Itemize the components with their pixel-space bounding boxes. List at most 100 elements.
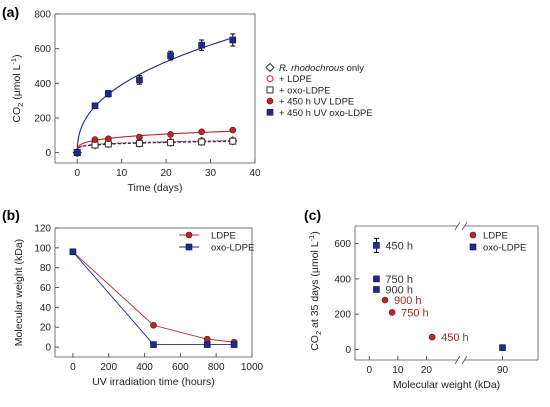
- panel-c-point: [428, 333, 436, 341]
- panel-a-fit--450-h-uv-oxo-ldpe: [76, 37, 233, 153]
- panel-a-point: [167, 52, 174, 59]
- panel-b-point: [69, 248, 77, 256]
- panel-b-point: [150, 321, 157, 329]
- panel-c-xtick-label: 0: [367, 365, 373, 376]
- panel-a-legend-label: + LDPE: [279, 74, 312, 85]
- panel-c-point: [388, 309, 396, 316]
- panel-a-point: [73, 149, 81, 156]
- panel-c-xlabel: Molecular weight (kDa): [393, 379, 500, 391]
- panel-c-ytick-label: 0: [345, 345, 351, 356]
- panel-b-ytick-label: 100: [34, 243, 51, 254]
- panel-c-xtick-label: 90: [497, 365, 509, 376]
- panel-a-ytick-label: 200: [34, 113, 51, 124]
- panel-c-break-mark: [461, 221, 468, 231]
- panel-b-ytick-label: 20: [40, 323, 52, 334]
- panel-b-ylabel: Molecular weight (kDa): [13, 239, 25, 346]
- panel-a-xtick-label: 40: [249, 168, 261, 179]
- panel-a-ytick-label: 600: [34, 44, 51, 55]
- panel-b-xtick-label: 400: [136, 362, 153, 373]
- panel-a-point: [167, 139, 175, 147]
- panel-a-point: [105, 90, 112, 97]
- panel-b-xtick-label: 200: [100, 362, 117, 373]
- panel-b-line-oxo-ldpe: [72, 251, 235, 346]
- panel-a-point: [229, 126, 237, 134]
- panel-b-ytick-label: 80: [40, 263, 52, 274]
- panel-a-point: [135, 139, 143, 147]
- panel-a-ytick-label: 800: [34, 10, 51, 21]
- panel-b-xtick-label: 0: [70, 362, 76, 373]
- panel-c-point: [499, 344, 506, 351]
- panel-b-point: [150, 341, 157, 348]
- panel-a-legend-marker: [266, 109, 274, 116]
- panel-a-point: [105, 135, 112, 143]
- panel-a-xlabel: Time (days): [127, 182, 182, 194]
- panel-a-legend-marker: [266, 75, 274, 83]
- panel-b-ytick-label: 120: [34, 224, 51, 235]
- panel-b-point: [203, 335, 211, 343]
- panel-c-point-label: 450 h: [441, 332, 469, 344]
- panel-c-point: [373, 242, 380, 249]
- panel-b-line-ldpe: [72, 251, 235, 343]
- panel-a-legend-marker: [266, 97, 274, 105]
- panel-c-point: [373, 275, 380, 283]
- panel-a-point: [136, 133, 143, 141]
- panel-c-point-label: 900 h: [385, 284, 413, 296]
- panel-c-ytick-label: 200: [334, 310, 351, 321]
- panel-a-point: [136, 76, 143, 84]
- panel-c: (c) 0 10 20 90 0 200 400 600 Molecular weight (kD…: [304, 207, 539, 391]
- panel-a-point: [198, 138, 206, 146]
- panel-c-point: [381, 296, 389, 304]
- panel-a-xtick-label: 20: [161, 168, 173, 179]
- panel-a-xtick-label: 0: [74, 168, 80, 179]
- panel-a-point: [198, 41, 205, 49]
- panel-a-legend-label: + oxo-LDPE: [279, 85, 331, 96]
- panel-b-ytick-label: 60: [40, 283, 52, 294]
- panel-a-ytick-label: 0: [45, 148, 51, 159]
- panel-a-legend-marker: [266, 86, 274, 94]
- panel-b-legend-label: LDPE: [211, 231, 236, 242]
- panel-a-fit--oxo-ldpe: [76, 140, 232, 153]
- panel-a-point: [198, 128, 205, 136]
- panel-b-xtick-label: 800: [208, 362, 225, 373]
- panel-c-break-mark: [461, 355, 468, 365]
- panel-a-point: [229, 36, 237, 44]
- panel-b-ytick-label: 40: [40, 303, 52, 314]
- panel-a-point: [167, 131, 174, 138]
- panel-c-xtick-label: 20: [421, 365, 433, 376]
- panel-c-break-mark: [454, 221, 461, 231]
- panel-c-point-label: 750 h: [401, 307, 429, 319]
- panel-b-xtick-label: 1000: [241, 362, 264, 373]
- panel-a-xtick-label: 30: [205, 168, 217, 179]
- panel-c-ytick-label: 600: [334, 239, 351, 250]
- panel-b-label: (b): [2, 207, 20, 223]
- panel-c-break-mark: [454, 355, 461, 365]
- panel-a-xtick-label: 10: [116, 168, 128, 179]
- panel-c-legend-label: oxo-LDPE: [483, 243, 526, 254]
- panel-c-point-label: 900 h: [394, 295, 422, 307]
- panel-c-point-label: 450 h: [385, 240, 413, 252]
- panel-a-point: [229, 137, 237, 145]
- panel-a-label: (a): [2, 4, 19, 20]
- panel-b: (b) 0 200 400 600 800 1000 0 20 40 60 80 100 120 UV ir…: [2, 207, 264, 388]
- panel-b-xlabel: UV irradiation time (hours): [92, 376, 215, 388]
- panel-b-point: [203, 341, 211, 348]
- panel-b-legend-label: oxo-LDPE: [211, 243, 254, 254]
- panel-b-legend-marker: [185, 231, 193, 239]
- panel-b-xtick-label: 600: [172, 362, 189, 373]
- panel-a-point: [91, 102, 99, 110]
- panel-a-axes: [54, 13, 256, 164]
- panel-c-point-label: 750 h: [385, 274, 413, 286]
- panel-c-xtick-label: 10: [392, 365, 404, 376]
- panel-c-ytick-label: 400: [334, 274, 351, 285]
- panel-c-label: (c): [304, 207, 321, 223]
- panel-a-point: [91, 136, 99, 143]
- panel-a-ylabel: CO2 (µmol L-1): [9, 54, 25, 122]
- panel-b-legend-marker: [185, 243, 193, 251]
- panel-a-legend-label: R. rhodochrous only: [279, 63, 364, 74]
- panel-a-legend-label: + 450 h UV oxo-LDPE: [279, 108, 373, 119]
- panel-c-legend-label: LDPE: [483, 231, 508, 242]
- panel-b-axes: [54, 227, 253, 358]
- panel-a-fit--450-h-uv-ldpe: [76, 130, 232, 153]
